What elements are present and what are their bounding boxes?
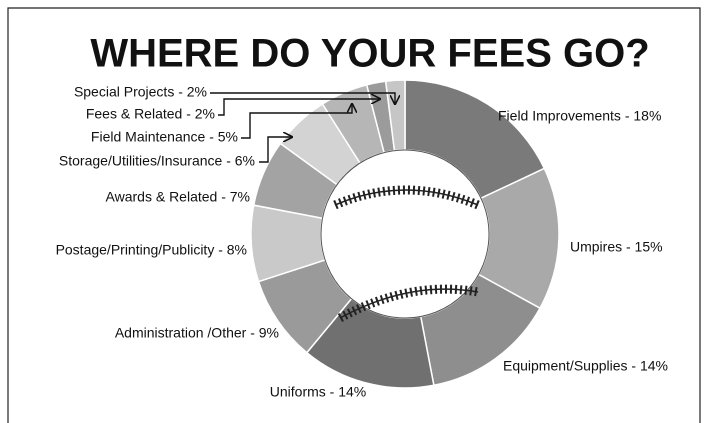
- segment-label: Equipment/Supplies - 14%: [503, 358, 668, 374]
- frame: [7, 7, 701, 423]
- segment-label: Awards & Related - 7%: [106, 189, 250, 205]
- leader-arrow: [259, 137, 292, 163]
- chart-title: WHERE DO YOUR FEES GO?: [90, 32, 649, 76]
- segment-label: Umpires - 15%: [570, 239, 663, 255]
- leader-arrow: [210, 92, 395, 104]
- baseball: [320, 149, 490, 322]
- segment-label: Fees & Related - 2%: [86, 106, 215, 122]
- segment-label: Administration /Other - 9%: [115, 325, 279, 341]
- segment-label: Special Projects - 2%: [74, 84, 207, 100]
- segment-label: Postage/Printing/Publicity - 8%: [56, 242, 247, 258]
- segment-label: Storage/Utilities/Insurance - 6%: [59, 153, 255, 169]
- segment-label: Uniforms - 14%: [270, 384, 366, 400]
- leader-arrow: [241, 104, 352, 139]
- segment-label: Field Improvements - 18%: [498, 108, 661, 124]
- leader-arrow: [218, 99, 380, 116]
- segment-label: Field Maintenance - 5%: [91, 129, 238, 145]
- donut: [250, 79, 560, 389]
